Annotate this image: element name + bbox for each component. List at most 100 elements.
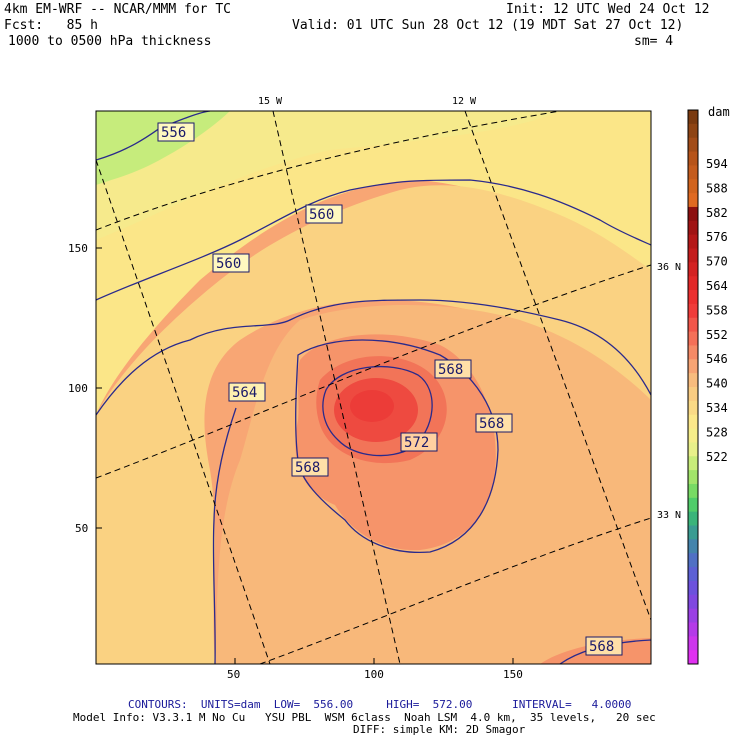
colorbar-swatch [688, 456, 698, 471]
meridian-12w [464, 111, 651, 621]
colorbar-swatch [688, 650, 698, 665]
colorbar-frame [687, 109, 699, 665]
colorbar-swatch [688, 511, 698, 526]
colorbar-swatch [688, 387, 698, 402]
colorbar-swatch [688, 137, 698, 153]
colorbar-units: dam [708, 105, 730, 119]
colorbar-swatch [688, 622, 698, 637]
colorbar-swatch [688, 608, 698, 623]
lat-label-36n: 36 N [657, 262, 681, 273]
colorbar-label: 570 [706, 255, 728, 269]
colorbar-swatch [688, 303, 698, 319]
field-band-562 [96, 185, 651, 664]
model-info: Model Info: V3.3.1 M No Cu YSU PBL WSM 6… [73, 711, 656, 724]
lon-label-12w: 12 W [452, 96, 477, 107]
colorbar-swatch [688, 470, 698, 485]
meridian-15w [272, 111, 401, 664]
contour-560 [96, 179, 651, 301]
colorbar-swatch [688, 290, 698, 305]
model-title: 4km EM-WRF -- NCAR/MMM for TC [4, 2, 231, 17]
contour-info: CONTOURS: UNITS=dam LOW= 556.00 HIGH= 57… [128, 698, 632, 711]
colorbar-swatch [688, 400, 698, 416]
lon-labels: 15 W 12 W 36 N 33 N [258, 96, 681, 521]
contour-564-west [212, 407, 237, 664]
colorbar-swatch [688, 428, 698, 443]
colorbar-swatch [688, 483, 698, 499]
colorbar-swatch [688, 331, 698, 346]
colorbar-swatch [688, 580, 698, 596]
lat-label-33n: 33 N [657, 510, 681, 521]
contour-label-564: 564 [228, 382, 266, 402]
y-tick-50: 50 [75, 522, 88, 535]
contour-label-568a: 568 [434, 359, 472, 379]
y-tick-100: 100 [68, 382, 88, 395]
latlon-grid [96, 111, 651, 664]
colorbar-label: 552 [706, 328, 728, 342]
colorbar-label: 546 [706, 352, 728, 366]
field-band-576 [350, 390, 394, 422]
colorbar-swatch [688, 193, 698, 208]
contour-label-568d: 568 [585, 636, 623, 656]
colorbar-swatch [688, 525, 698, 540]
colorbar-swatch [688, 206, 698, 222]
colorbar-swatch [688, 594, 698, 610]
colorbar-swatch [688, 110, 698, 125]
forecast-hour: Fcst: 85 h [4, 18, 98, 33]
x-tick-50: 50 [227, 668, 240, 681]
colorbar-swatch [688, 553, 698, 568]
smoothing-label: sm= 4 [634, 34, 674, 49]
svg-text:560: 560 [216, 256, 241, 272]
colorbar-swatch [688, 220, 698, 236]
svg-text:556: 556 [161, 125, 186, 141]
colorbar-label: 588 [706, 181, 728, 195]
colorbar-swatch [688, 414, 698, 430]
colorbar-swatch [688, 359, 698, 374]
colorbar-label: 534 [706, 401, 728, 415]
axis-tick-labels: 50 100 150 150 100 50 [68, 242, 523, 681]
colorbar-labels: 594 588 582 576 570 564 558 552 546 540 534 528 522 [706, 157, 728, 464]
contour-564 [96, 299, 651, 416]
field-band-556 [96, 111, 230, 185]
colorbar-label: 540 [706, 377, 728, 391]
field-title: 1000 to 0500 hPa thickness [8, 34, 212, 49]
colorbar [687, 109, 699, 665]
contour-label-568b: 568 [475, 413, 513, 433]
svg-text:564: 564 [232, 385, 257, 401]
y-tick-150: 150 [68, 242, 88, 255]
colorbar-swatch [688, 636, 698, 651]
svg-text:568: 568 [438, 362, 463, 378]
colorbar-swatch [688, 123, 698, 139]
colorbar-swatch [688, 317, 698, 333]
svg-text:568: 568 [589, 639, 614, 655]
valid-time: Valid: 01 UTC Sun 28 Oct 12 (19 MDT Sat … [292, 18, 684, 33]
colorbar-swatch [688, 442, 698, 457]
contour-label-group: 556 560 560 564 568 568 568 572 568 [157, 122, 623, 656]
colorbar-swatch [688, 276, 698, 291]
contour-label-560b: 560 [212, 253, 250, 273]
parallel-33n [259, 517, 651, 664]
x-tick-150: 150 [503, 668, 523, 681]
colorbar-swatch [688, 165, 698, 180]
field-band-558b [96, 111, 560, 240]
colorbar-label: 528 [706, 425, 728, 439]
colorbar-swatch [688, 248, 698, 263]
contour-label-568c: 568 [291, 457, 329, 477]
x-tick-100: 100 [364, 668, 384, 681]
colorbar-swatch [688, 262, 698, 277]
colorbar-label: 582 [706, 206, 728, 220]
lon-label-15w: 15 W [258, 96, 283, 107]
svg-text:568: 568 [295, 460, 320, 476]
contour-label-556: 556 [157, 122, 195, 142]
contour-label-560a: 560 [305, 204, 343, 224]
colorbar-swatch [688, 539, 698, 554]
colorbar-swatch [688, 179, 698, 194]
colorbar-swatch [688, 151, 698, 166]
colorbar-swatch [688, 373, 698, 388]
meridian-18w [96, 159, 271, 664]
colorbar-label: 576 [706, 230, 728, 244]
colorbar-label: 594 [706, 157, 728, 171]
colorbar-swatch [688, 345, 698, 360]
parallel-36n [96, 264, 651, 479]
colorbar-swatch [688, 234, 698, 249]
